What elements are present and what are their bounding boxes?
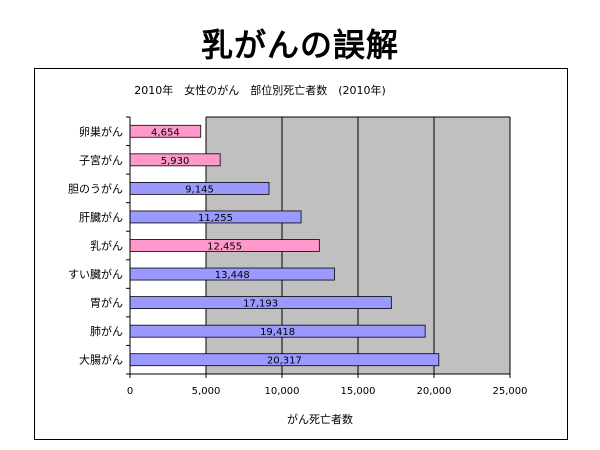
x-tick-label-4: 20,000: [417, 386, 452, 397]
category-label-2: 胆のうがん: [68, 181, 123, 195]
value-label-6: 17,193: [243, 299, 278, 310]
chart-title: 2010年 女性のがん 部位別死亡者数 (2010年): [134, 84, 386, 97]
value-label-8: 20,317: [267, 356, 302, 367]
category-label-3: 肝臓がん: [79, 210, 123, 224]
value-label-1: 5,930: [161, 156, 190, 167]
value-label-2: 9,145: [185, 184, 214, 195]
category-label-4: 乳がん: [90, 239, 123, 253]
x-axis-title: がん死亡者数: [287, 412, 353, 426]
category-label-6: 胃がん: [90, 296, 123, 310]
value-label-3: 11,255: [198, 213, 233, 224]
category-label-0: 卵巣がん: [79, 124, 123, 138]
x-tick-label-5: 25,000: [493, 386, 528, 397]
category-label-1: 子宮がん: [79, 153, 123, 167]
x-tick-label-3: 15,000: [341, 386, 376, 397]
value-label-7: 19,418: [260, 327, 295, 338]
slide-title: 乳がんの誤解: [200, 26, 399, 64]
category-label-7: 肺がん: [90, 324, 123, 338]
x-tick-label-1: 5,000: [192, 386, 221, 397]
x-tick-label-0: 0: [127, 386, 133, 397]
value-label-0: 4,654: [151, 127, 180, 138]
value-label-5: 13,448: [215, 270, 250, 281]
category-label-5: すい臓がん: [68, 267, 123, 281]
x-tick-label-2: 10,000: [265, 386, 300, 397]
value-label-4: 12,455: [207, 242, 242, 253]
category-label-8: 大腸がん: [79, 353, 123, 367]
